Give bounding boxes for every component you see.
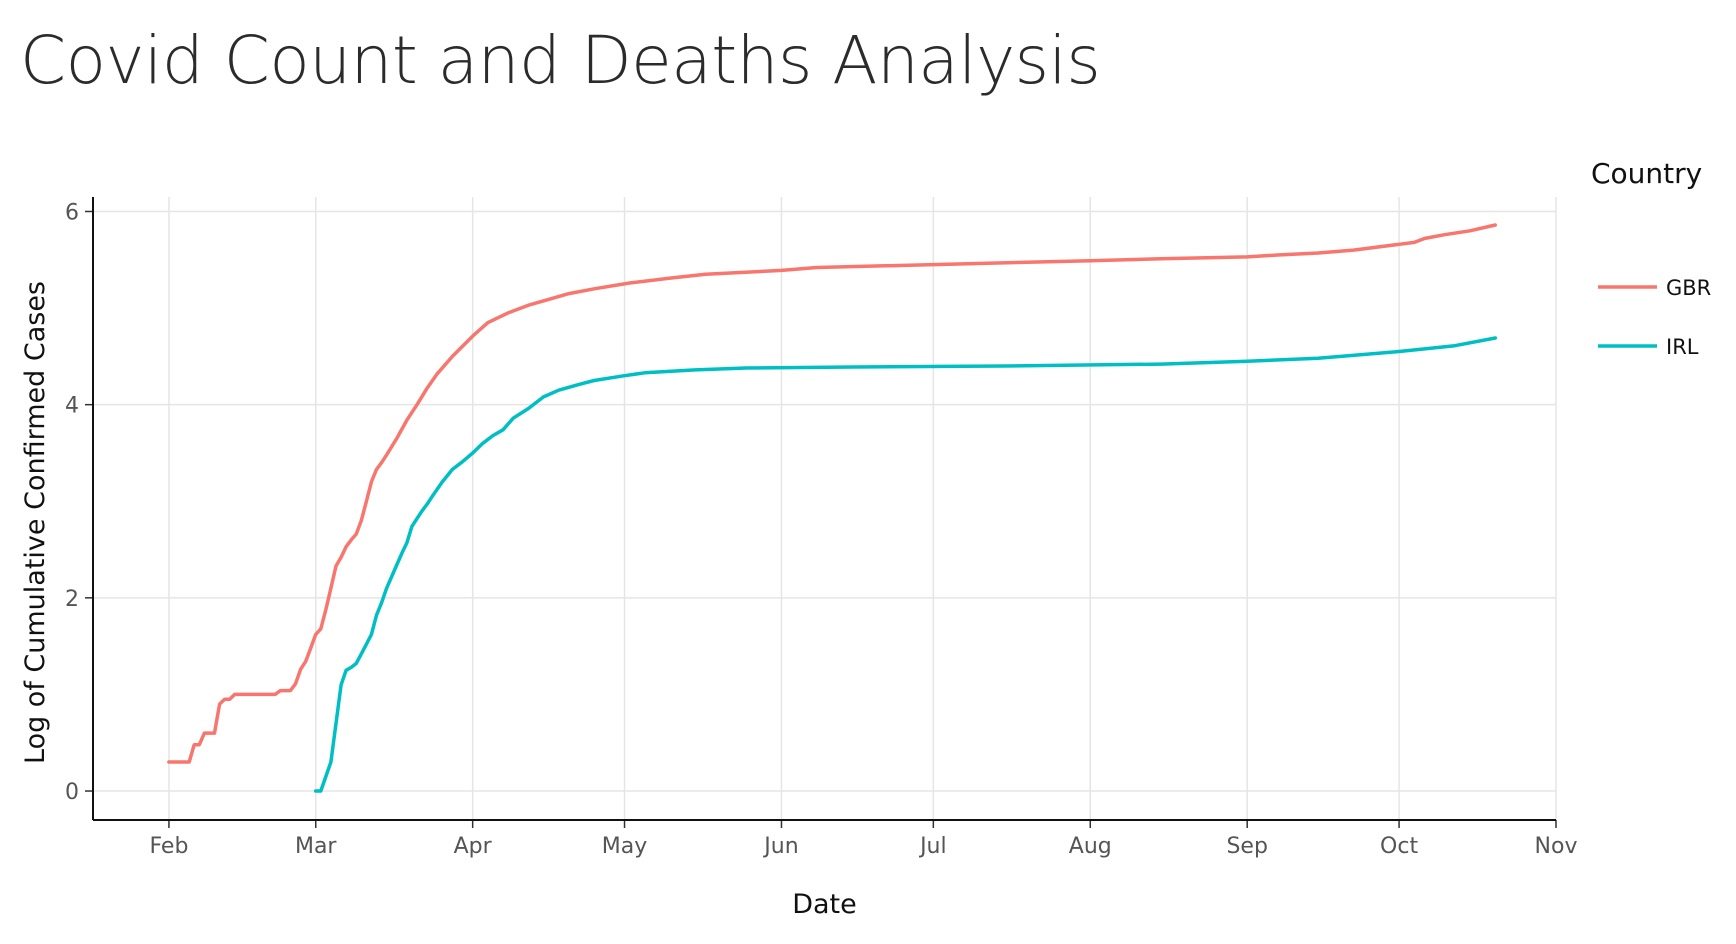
legend-label: GBR <box>1666 276 1711 300</box>
series-line-irl <box>313 336 1498 793</box>
x-axis-title: Date <box>792 889 857 920</box>
axes <box>85 197 1557 828</box>
legend-title: Country <box>1591 157 1702 190</box>
y-tick-label: 6 <box>65 200 79 225</box>
legend-item-gbr[interactable]: GBR <box>1598 276 1711 300</box>
x-tick-label: Apr <box>454 834 493 859</box>
legend[interactable]: Country GBR IRL <box>1591 157 1711 359</box>
x-tick-label: Jun <box>762 834 798 859</box>
x-tick-label: Oct <box>1380 834 1418 859</box>
series-line-gbr <box>167 223 1498 764</box>
y-axis-title: Log of Cumulative Confirmed Cases <box>20 281 51 764</box>
legend-label: IRL <box>1666 335 1699 359</box>
x-tick-label: May <box>602 834 647 859</box>
x-tick-label: Aug <box>1069 834 1112 859</box>
chart-title: Covid Count and Deaths Analysis <box>20 22 1101 99</box>
grid-lines <box>93 197 1557 820</box>
y-tick-label: 0 <box>65 780 79 805</box>
x-tick-label: Nov <box>1535 834 1578 859</box>
series-lines <box>167 223 1498 793</box>
y-tick-label: 4 <box>65 394 79 419</box>
x-tick-label: Mar <box>295 834 337 859</box>
x-tick-label: Feb <box>149 834 188 859</box>
y-tick-label: 2 <box>65 587 79 612</box>
legend-item-irl[interactable]: IRL <box>1598 335 1699 359</box>
tick-labels: Feb Mar Apr May Jun Jul Aug Sep Oct Nov 0 2 4 6 <box>65 200 1577 859</box>
x-tick-label: Sep <box>1226 834 1267 859</box>
x-tick-label: Jul <box>918 834 947 859</box>
